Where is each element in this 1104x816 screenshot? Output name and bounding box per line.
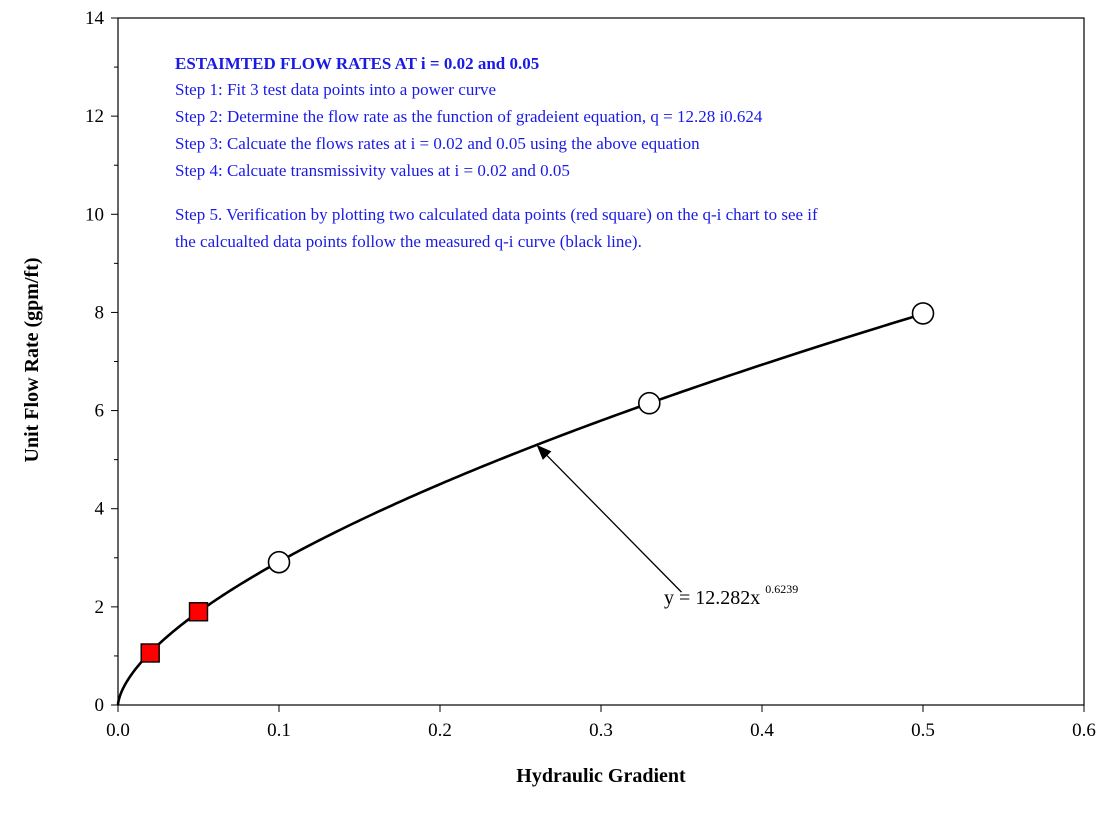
trendline-arrow-group [536, 444, 682, 593]
y-tick-label: 0 [95, 695, 105, 716]
trendline-equation-main: y = 12.282x [664, 587, 760, 609]
x-tick-label: 0.4 [750, 720, 774, 741]
trendline-equation: y = 12.282x 0.6239 [664, 582, 798, 609]
x-tick-label: 0.5 [911, 720, 935, 741]
y-tick-label: 4 [95, 499, 105, 520]
y-tick-label: 12 [85, 106, 104, 127]
data-points [140, 302, 935, 663]
y-tick-label: 8 [95, 302, 105, 323]
plot-area [117, 17, 1085, 706]
annotation-line: Step 1: Fit 3 test data points into a po… [175, 80, 496, 99]
y-axis-title: Unit Flow Rate (gpm/ft) [21, 258, 43, 463]
y-tick-label: 6 [95, 401, 105, 422]
annotation-line: Step 4: Calcuate transmissivity values a… [175, 161, 570, 180]
y-tick-label: 10 [85, 204, 104, 225]
y-tick-label: 14 [85, 8, 105, 29]
y-tick-label: 2 [95, 597, 105, 618]
arrow-head [536, 444, 552, 460]
annotation-block: ESTAIMTED FLOW RATES AT i = 0.02 and 0.0… [175, 54, 818, 251]
annotation-line: the calcualted data points follow the me… [175, 232, 642, 251]
x-tick-label: 0.3 [589, 720, 613, 741]
measured-point [637, 391, 661, 415]
annotation-line: Step 2: Determine the flow rate as the f… [175, 107, 763, 126]
trendline [116, 312, 924, 706]
x-axis-title: Hydraulic Gradient [516, 765, 686, 787]
annotation-line: Step 5. Verification by plotting two cal… [175, 205, 818, 224]
measured-point [911, 302, 935, 325]
x-axis-ticks: 0.0 0.1 0.2 0.3 0.4 0.5 0.6 [106, 705, 1096, 741]
y-axis-ticks: 0 2 4 6 8 10 12 14 [85, 8, 118, 716]
x-tick-label: 0.2 [428, 720, 452, 741]
x-tick-label: 0.6 [1072, 720, 1096, 741]
trendline-group [116, 312, 924, 706]
x-tick-label: 0.0 [106, 720, 130, 741]
trendline-equation-exponent: 0.6239 [765, 582, 798, 596]
annotation-title: ESTAIMTED FLOW RATES AT i = 0.02 and 0.0… [175, 54, 539, 73]
measured-point [267, 550, 291, 574]
calculated-point [188, 602, 209, 622]
calculated-point [140, 643, 160, 663]
x-tick-label: 0.1 [267, 720, 291, 741]
annotation-line: Step 3: Calcuate the flows rates at i = … [175, 134, 700, 153]
arrow-shaft [536, 444, 682, 593]
